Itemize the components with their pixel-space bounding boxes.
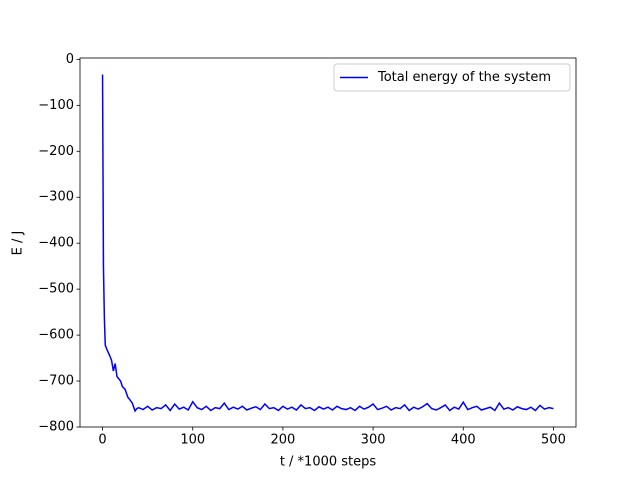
y-axis-label: E / J	[11, 231, 26, 256]
y-tick-label: −500	[38, 282, 74, 297]
y-tick-label: −700	[38, 374, 74, 389]
x-tick-label: 0	[98, 433, 106, 448]
legend-box	[333, 63, 571, 92]
x-tick-label: 500	[541, 433, 566, 448]
axes-frame	[79, 57, 577, 428]
x-tick-label: 300	[361, 433, 386, 448]
y-tick-label: −100	[38, 98, 74, 113]
y-tick-label: −300	[38, 190, 74, 205]
y-tick-label: −800	[38, 420, 74, 435]
x-tick-label: 100	[180, 433, 205, 448]
x-tick-label: 200	[270, 433, 295, 448]
x-tick-label: 400	[451, 433, 476, 448]
legend-label: Total energy of the system	[377, 70, 551, 85]
y-tick-label: −200	[38, 144, 74, 159]
x-axis-label: t / *1000 steps	[280, 455, 377, 470]
y-tick-label: −600	[38, 328, 74, 343]
y-tick-label: 0	[66, 52, 74, 67]
data-line	[101, 74, 554, 413]
y-tick-label: −400	[38, 236, 74, 251]
